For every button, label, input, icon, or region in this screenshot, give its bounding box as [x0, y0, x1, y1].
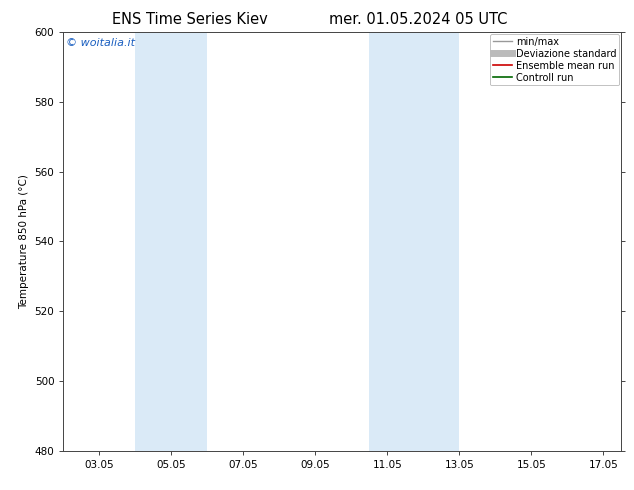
- Text: © woitalia.it: © woitalia.it: [66, 38, 135, 48]
- Legend: min/max, Deviazione standard, Ensemble mean run, Controll run: min/max, Deviazione standard, Ensemble m…: [489, 34, 619, 85]
- Bar: [370, 32, 460, 451]
- Bar: [136, 32, 207, 451]
- Text: ENS Time Series Kiev: ENS Time Series Kiev: [112, 12, 268, 27]
- Y-axis label: Temperature 850 hPa (°C): Temperature 850 hPa (°C): [19, 174, 29, 309]
- Text: mer. 01.05.2024 05 UTC: mer. 01.05.2024 05 UTC: [329, 12, 508, 27]
